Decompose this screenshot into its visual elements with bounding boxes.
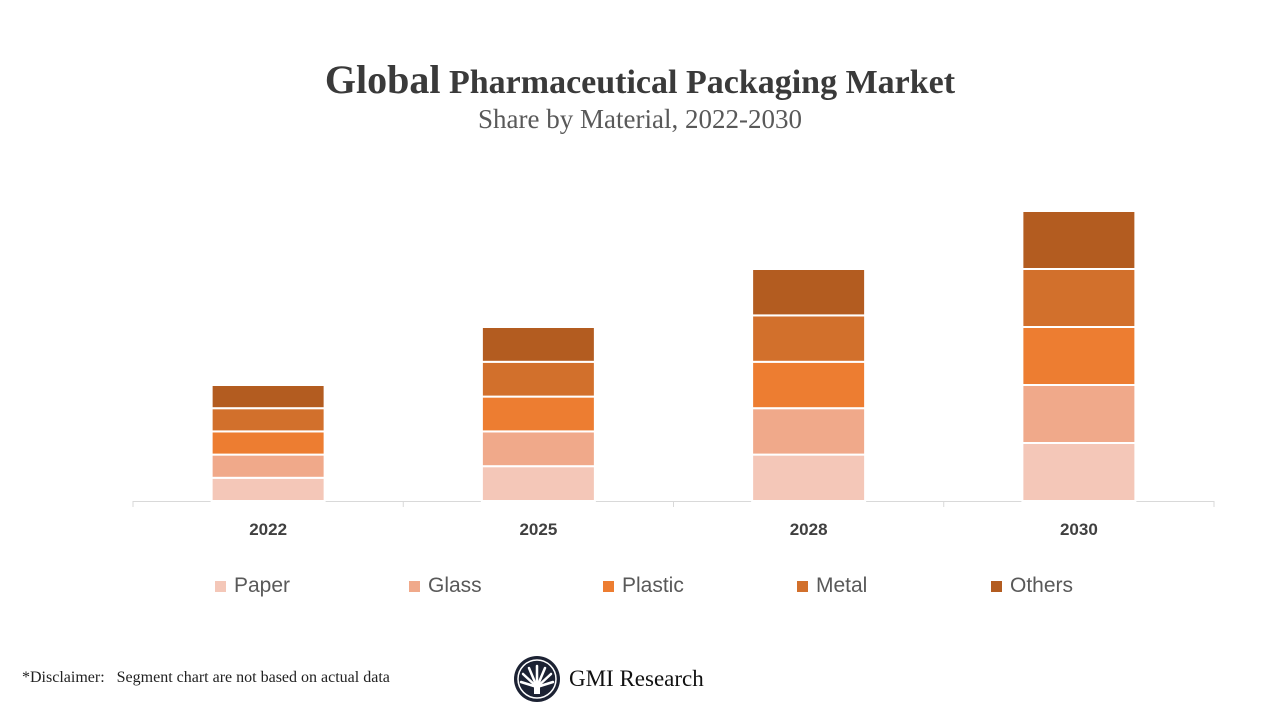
title-rest: Pharmaceutical Packaging Market	[448, 64, 956, 101]
legend-swatch	[215, 580, 226, 592]
bar-segment-plastic-2030	[1021, 326, 1137, 386]
bar-segment-plastic-2028	[751, 360, 867, 410]
legend: Paper Glass Plastic Metal Others	[0, 574, 1280, 598]
bar-segment-plastic-2025	[480, 395, 596, 433]
bar-segment-paper-2025	[480, 465, 596, 503]
x-tick-label: 2028	[790, 520, 828, 539]
chart-title: Global Pharmaceutical Packaging Market	[0, 56, 1280, 103]
gmi-logo: GMI Research	[513, 655, 704, 703]
legend-label: Glass	[428, 574, 482, 597]
x-tick-label: 2022	[249, 520, 287, 539]
bar-segment-others-2022	[210, 384, 326, 410]
bar-segment-paper-2030	[1021, 442, 1137, 502]
legend-swatch	[409, 580, 420, 592]
legend-label: Plastic	[622, 574, 684, 597]
logo-text: GMI Research	[569, 666, 704, 691]
bar-segment-glass-2030	[1021, 384, 1137, 444]
legend-item-plastic: Plastic	[543, 574, 737, 598]
disclaimer: *Disclaimer: Segment chart are not based…	[22, 669, 390, 686]
legend-swatch	[797, 580, 808, 592]
x-tick-label: 2030	[1060, 520, 1098, 539]
bar-segment-others-2025	[480, 326, 596, 363]
bar-segment-others-2028	[751, 268, 867, 317]
legend-item-paper: Paper	[155, 574, 349, 598]
bar-segment-others-2030	[1021, 210, 1137, 270]
legend-item-others: Others	[931, 574, 1125, 598]
legend-item-metal: Metal	[737, 574, 931, 598]
bar-segment-plastic-2022	[210, 430, 326, 456]
legend-label: Metal	[816, 574, 868, 597]
legend-item-glass: Glass	[349, 574, 543, 598]
title-first-word: Global	[324, 57, 441, 102]
bar-segment-metal-2025	[480, 360, 596, 398]
chart-subtitle: Share by Material, 2022-2030	[478, 104, 802, 134]
bar-segment-metal-2022	[210, 407, 326, 433]
bar-segment-paper-2022	[210, 476, 326, 502]
bar-segment-metal-2028	[751, 314, 867, 363]
x-tick-label: 2025	[519, 520, 557, 539]
bar-segment-paper-2028	[751, 453, 867, 503]
gmi-logo-icon	[514, 656, 560, 702]
bar-segment-glass-2022	[210, 453, 326, 479]
legend-label: Others	[1010, 574, 1074, 597]
legend-label: Paper	[234, 574, 291, 597]
bar-segment-metal-2030	[1021, 268, 1137, 328]
bar-segment-glass-2028	[751, 407, 867, 456]
bar-segment-glass-2025	[480, 430, 596, 468]
legend-swatch	[991, 580, 1002, 592]
legend-swatch	[603, 580, 614, 592]
